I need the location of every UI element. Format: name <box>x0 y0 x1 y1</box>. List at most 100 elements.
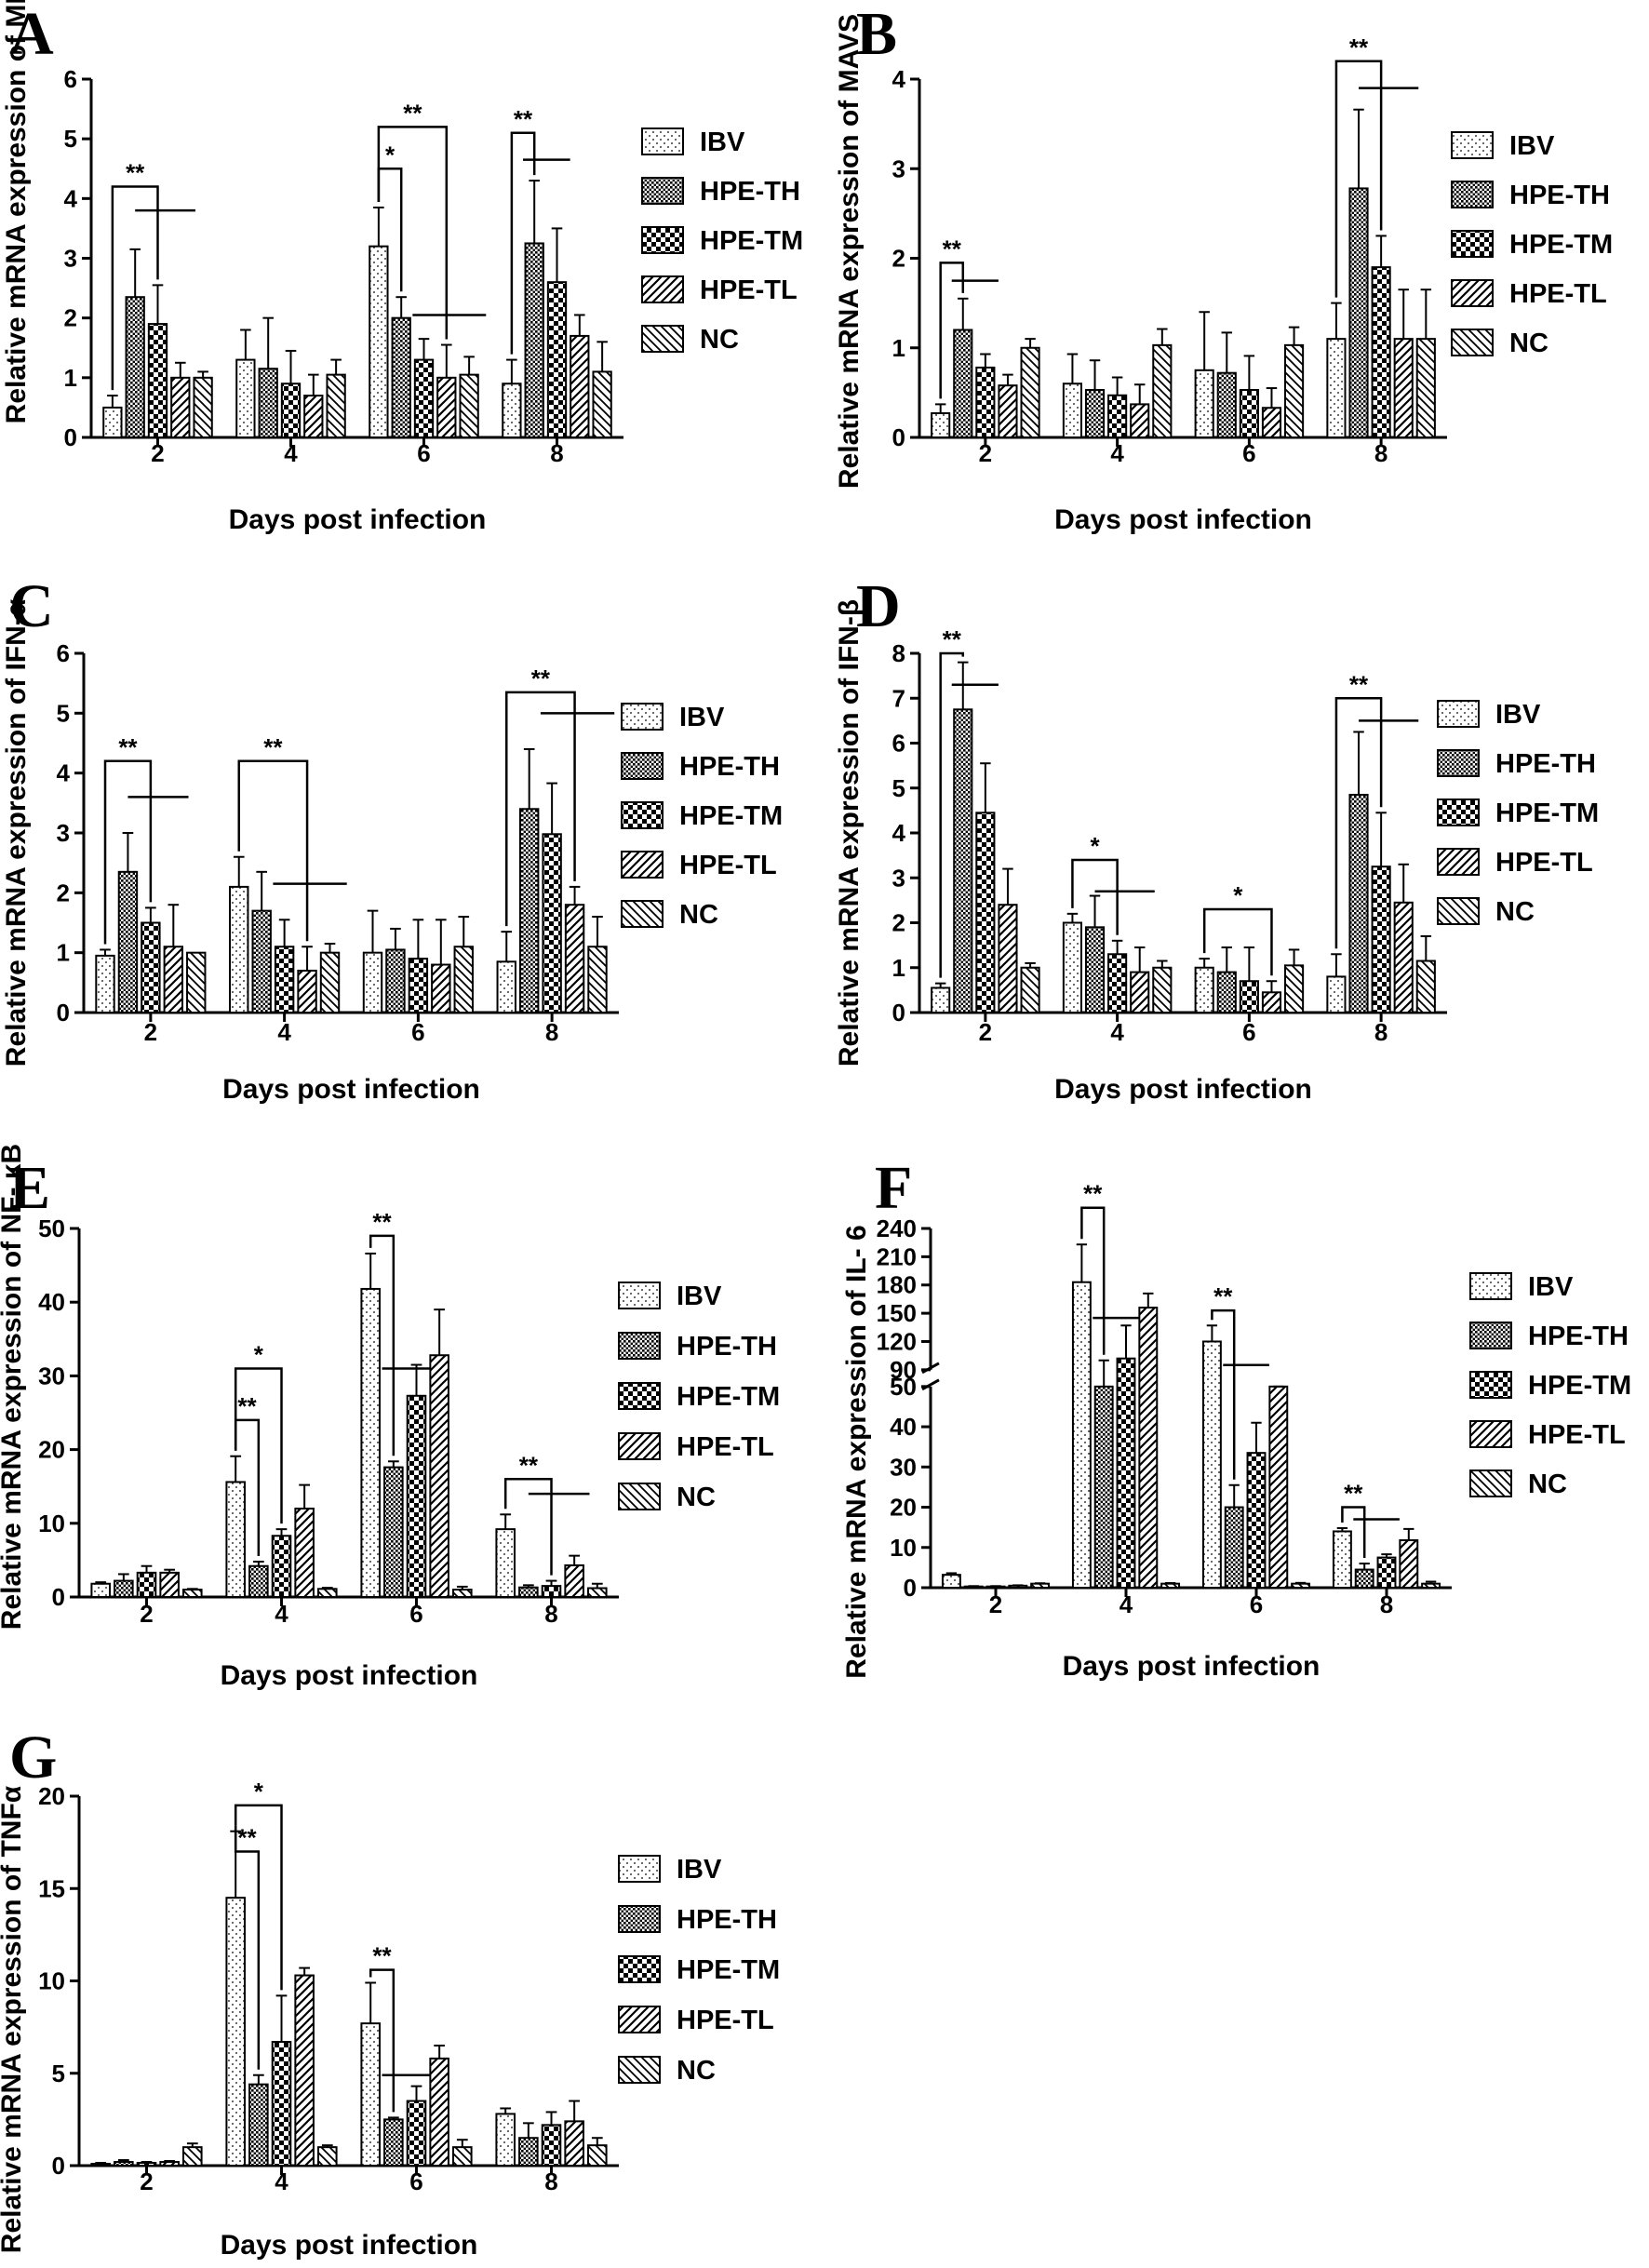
bar <box>1348 187 1369 439</box>
series-HPE-TM <box>136 1994 562 2167</box>
y-tick-label: 4 <box>57 759 71 787</box>
bar <box>1393 901 1414 1013</box>
bar <box>1239 980 1259 1013</box>
legend-label: HPE-TM <box>700 226 803 256</box>
series-IBV <box>941 1243 1352 1590</box>
significance-bracket: ** <box>510 105 570 355</box>
bar <box>248 2083 269 2167</box>
y-tick-label: 40 <box>38 1288 65 1316</box>
legend: IBV HPE-TH HPE-TM HPE-TL NC <box>618 1855 780 2086</box>
legend-label: HPE-TL <box>677 1432 774 1462</box>
bar <box>452 1589 473 1598</box>
legend-label: NC <box>1495 897 1535 927</box>
bar <box>317 2146 338 2167</box>
bar <box>1399 1538 1419 1589</box>
legend-swatch <box>1451 230 1494 258</box>
legend-label: NC <box>1528 1470 1567 1499</box>
significance-label: ** <box>237 1824 257 1852</box>
bar <box>193 376 213 439</box>
significance-bracket: ** <box>1334 34 1419 298</box>
panel-label: D <box>856 572 901 640</box>
bar <box>1326 975 1347 1014</box>
bar <box>383 1466 404 1599</box>
bar <box>406 2100 427 2167</box>
bar <box>1224 1506 1244 1590</box>
bracket-line <box>103 759 153 945</box>
significance-bracket: ** <box>1211 1282 1269 1480</box>
bar <box>225 1481 246 1598</box>
x-tick-label: 4 <box>275 1600 288 1628</box>
significance-label: * <box>1090 832 1100 860</box>
y-tick-label: 120 <box>877 1327 917 1355</box>
y-tick-label: 6 <box>64 65 77 93</box>
x-tick-label: 4 <box>275 2167 288 2195</box>
y-tick-label: 8 <box>892 639 905 667</box>
x-tick-label: 6 <box>417 439 430 467</box>
bar <box>436 376 457 439</box>
legend-label: NC <box>700 325 739 355</box>
legend-label: HPE-TL <box>700 275 798 305</box>
bar <box>1084 926 1106 1014</box>
bar <box>1160 1582 1181 1589</box>
legend-label: IBV <box>677 1282 722 1311</box>
bar <box>362 951 383 1014</box>
x-tick-label: 4 <box>277 1018 291 1046</box>
bar <box>1415 338 1436 438</box>
legend-swatch <box>1437 749 1480 777</box>
significance-label: * <box>385 141 395 168</box>
y-tick-label: 0 <box>904 1574 917 1602</box>
legend-label: NC <box>1509 329 1548 358</box>
y-tick-label: 0 <box>57 999 70 1027</box>
axes: 0 5 10 15 20 2 4 6 8 <box>38 1782 619 2195</box>
legend-swatch <box>618 1855 661 1883</box>
x-axis-label: Days post infection <box>1063 1651 1321 1682</box>
bar <box>1371 266 1391 438</box>
bar <box>251 909 272 1014</box>
x-tick-label: 2 <box>979 1018 992 1046</box>
bar <box>1138 1307 1159 1589</box>
series-HPE-TM <box>136 1363 562 1599</box>
bar <box>360 2022 381 2167</box>
y-tick-label: 1 <box>892 954 905 982</box>
bracket-line <box>377 126 449 340</box>
bar <box>248 1564 269 1598</box>
bar <box>542 833 562 1014</box>
bracket-line <box>111 185 159 391</box>
bar <box>587 1587 608 1598</box>
x-axis-label: Days post infection <box>221 1660 478 1691</box>
y-axis-label: Relative mRNA expression of IFN-β <box>834 599 865 1067</box>
bracket-line <box>510 131 536 355</box>
bar <box>235 358 256 439</box>
legend: IBV HPE-TH HPE-TM HPE-TL NC <box>621 703 783 930</box>
legend-label: HPE-TH <box>1495 749 1596 779</box>
x-tick-label: 8 <box>550 439 563 467</box>
panel-label: E <box>9 1154 50 1222</box>
legend-swatch <box>1451 131 1494 159</box>
bar <box>317 1588 338 1598</box>
x-tick-label: 6 <box>1242 1018 1255 1046</box>
y-axis-label: Relative mRNA expression of MDA5 <box>1 0 32 423</box>
bar <box>141 921 161 1013</box>
legend-label: HPE-TL <box>1509 279 1607 309</box>
legend-label: HPE-TL <box>1528 1420 1626 1450</box>
x-axis-label: Days post infection <box>1054 504 1312 535</box>
legend: IBV HPE-TH HPE-TM HPE-TL NC <box>1437 700 1599 927</box>
y-axis-label: Relative mRNA expression of IFN-α <box>1 598 32 1067</box>
legend-label: HPE-TL <box>679 851 777 880</box>
bar <box>564 904 585 1014</box>
legend: IBV HPE-TH HPE-TM HPE-TL NC <box>641 127 803 355</box>
bar <box>319 951 341 1014</box>
bar <box>1261 991 1282 1013</box>
y-tick-label: 30 <box>38 1362 65 1389</box>
y-axis-label: Relative mRNA expression of NF- κB <box>0 1144 27 1630</box>
bar <box>303 395 324 439</box>
y-tick-label: 150 <box>877 1299 917 1327</box>
bar <box>931 412 951 439</box>
legend-swatch <box>618 2056 661 2084</box>
bar <box>1107 953 1128 1014</box>
significance-bracket: ** <box>103 733 189 945</box>
bar <box>114 1579 134 1599</box>
panel-label: A <box>9 0 54 68</box>
